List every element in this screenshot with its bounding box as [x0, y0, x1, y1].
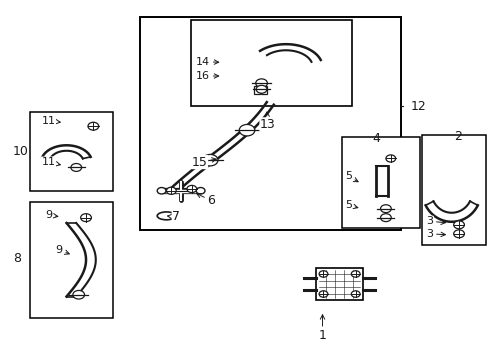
Text: 11: 11	[41, 116, 60, 126]
Circle shape	[256, 85, 266, 93]
Bar	[261, 86, 266, 94]
Circle shape	[196, 188, 204, 194]
Text: 3: 3	[426, 229, 445, 239]
Text: 15: 15	[191, 156, 216, 168]
Text: 9: 9	[56, 245, 69, 255]
Circle shape	[453, 221, 464, 229]
Circle shape	[71, 163, 81, 171]
Bar	[422, 135, 485, 244]
Text: 11: 11	[41, 157, 60, 167]
Text: 7: 7	[167, 211, 180, 224]
Text: 5: 5	[344, 171, 357, 182]
Text: 14: 14	[196, 57, 218, 67]
Circle shape	[385, 155, 395, 162]
Bar	[316, 268, 362, 300]
Text: 6: 6	[196, 194, 215, 207]
Bar	[254, 86, 260, 94]
Bar	[30, 112, 113, 191]
Text: 1: 1	[318, 315, 326, 342]
Text: 3: 3	[426, 216, 445, 226]
Text: 4: 4	[371, 132, 379, 145]
Text: 13: 13	[260, 112, 275, 131]
Circle shape	[239, 125, 254, 136]
Bar	[190, 21, 351, 107]
Circle shape	[380, 205, 390, 213]
Circle shape	[453, 230, 464, 238]
Text: 12: 12	[409, 100, 425, 113]
Circle shape	[186, 185, 196, 193]
Circle shape	[319, 291, 327, 297]
Circle shape	[166, 187, 176, 194]
Circle shape	[350, 271, 359, 277]
Bar	[341, 137, 419, 228]
Circle shape	[350, 291, 359, 297]
Text: 8: 8	[13, 252, 21, 265]
Circle shape	[73, 291, 84, 299]
Ellipse shape	[157, 212, 175, 220]
Circle shape	[88, 122, 99, 130]
Text: 16: 16	[196, 71, 218, 81]
Bar	[140, 17, 400, 230]
Circle shape	[157, 188, 165, 194]
Circle shape	[81, 214, 91, 222]
Circle shape	[202, 154, 218, 166]
Circle shape	[380, 214, 390, 222]
Text: 5: 5	[344, 200, 357, 210]
Text: 10: 10	[13, 145, 29, 158]
Bar	[30, 202, 113, 318]
Text: 2: 2	[453, 130, 461, 144]
Text: 9: 9	[45, 210, 58, 220]
Circle shape	[255, 79, 267, 87]
Circle shape	[319, 271, 327, 277]
